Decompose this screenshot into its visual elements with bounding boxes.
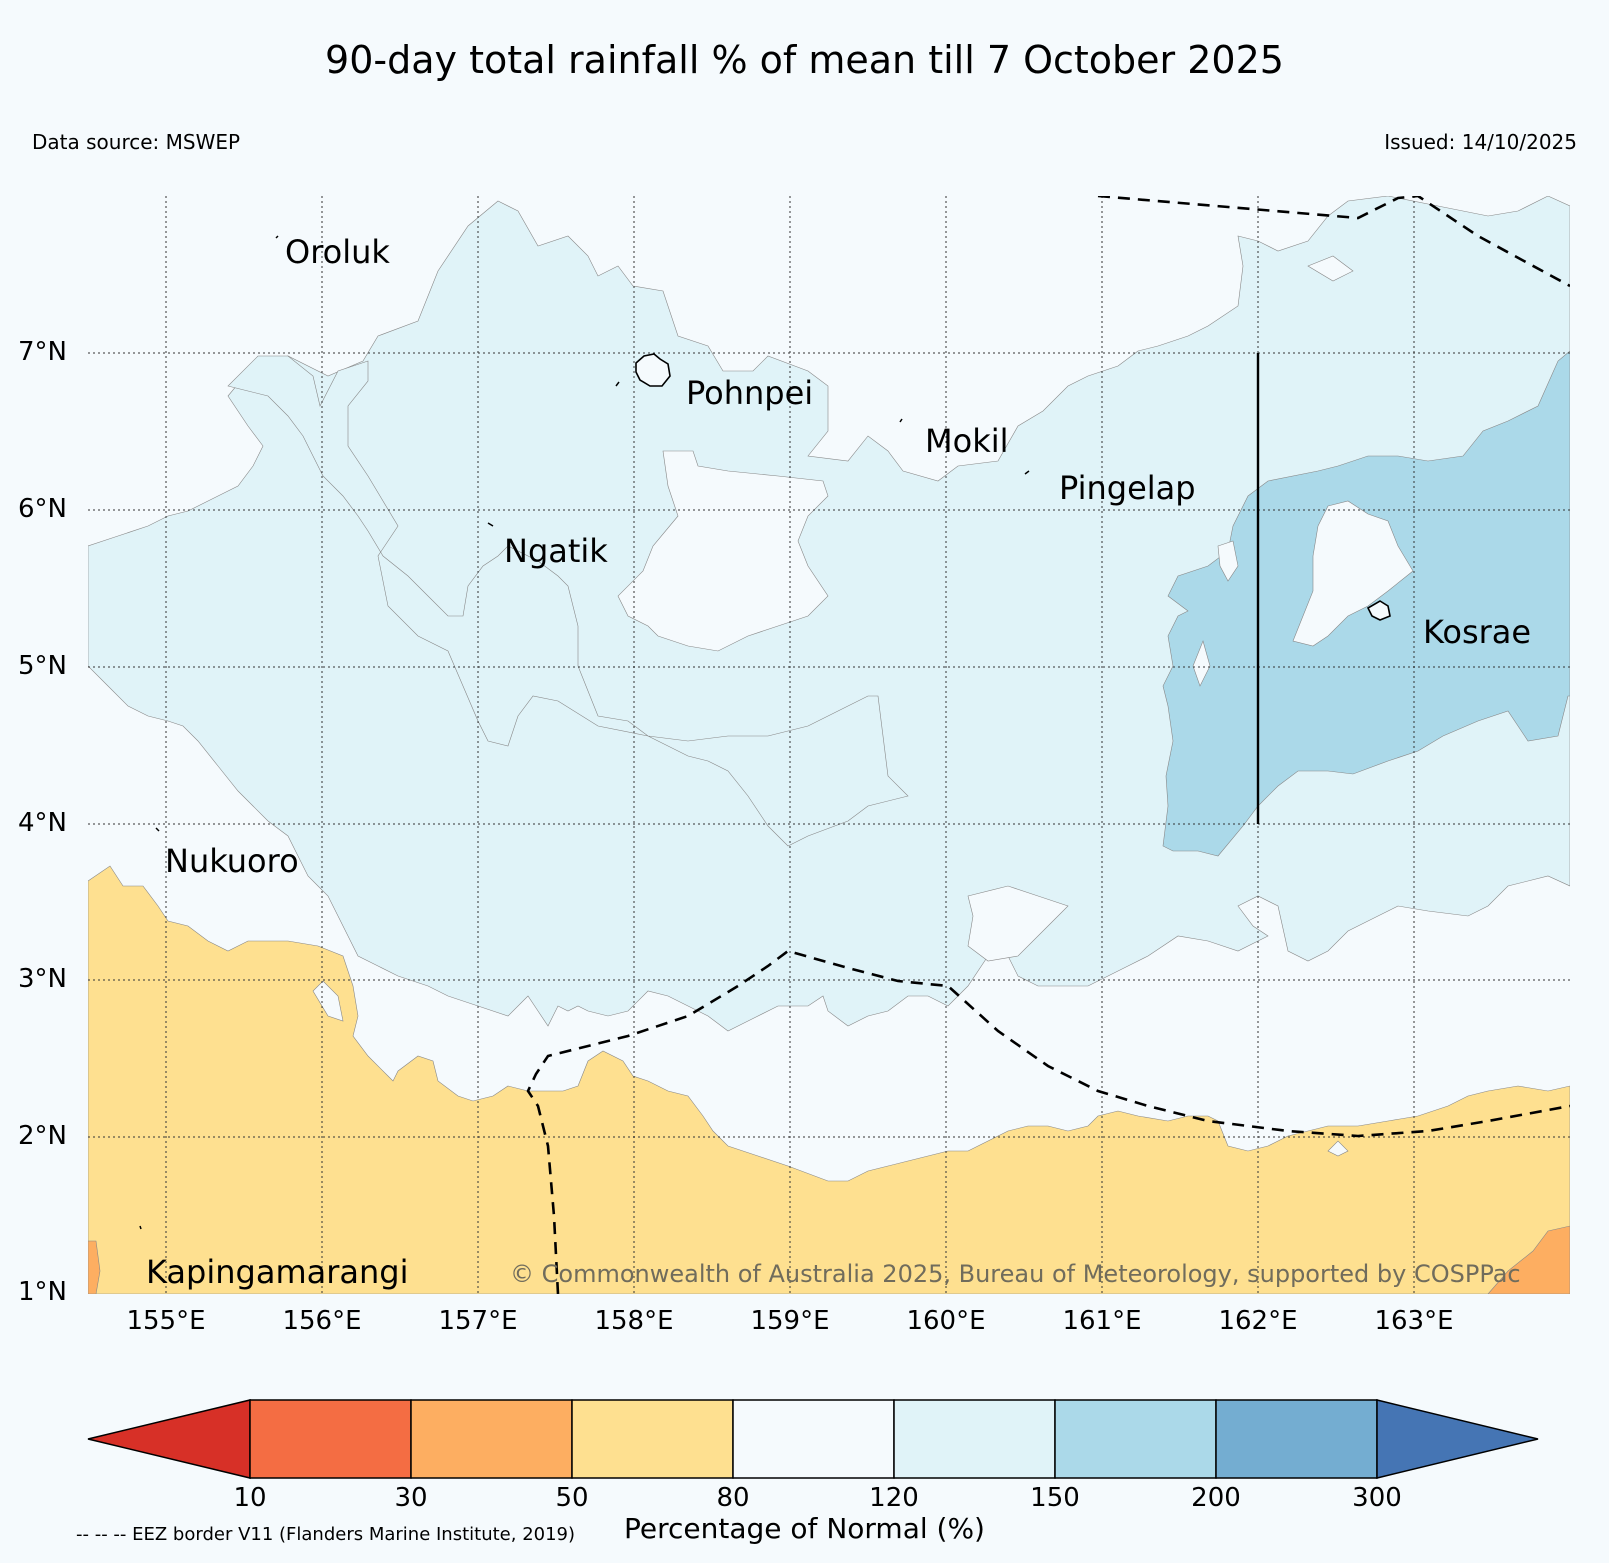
region-80-120-hole	[967, 885, 1069, 962]
lon-label: 160°E	[906, 1306, 986, 1336]
map-title: 90-day total rainfall % of mean till 7 O…	[325, 38, 1284, 82]
lon-label: 159°E	[750, 1306, 830, 1336]
colorbar-segment-30-50	[410, 1399, 573, 1479]
colorbar-segment-gt300	[1376, 1399, 1539, 1479]
lat-label: 5°N	[18, 651, 67, 681]
colorbar-tick: 80	[716, 1483, 750, 1513]
lon-label: 155°E	[126, 1306, 206, 1336]
data-source: Data source: MSWEP	[32, 130, 241, 154]
colorbar-segment-200-300	[1215, 1399, 1378, 1479]
place-label-oroluk: Oroluk	[285, 233, 390, 271]
pohnpei-island	[635, 353, 671, 387]
lat-label: 3°N	[18, 964, 67, 994]
island-marker	[615, 381, 620, 387]
place-label-nukuoro: Nukuoro	[165, 842, 299, 880]
lon-label: 157°E	[438, 1306, 518, 1336]
colorbar-segment-50-80	[571, 1399, 734, 1479]
colorbar-segment-150-200	[1054, 1399, 1217, 1479]
island-marker	[899, 418, 903, 423]
colorbar-segment-10-30	[249, 1399, 412, 1479]
lat-label: 4°N	[18, 808, 67, 838]
copyright-text: © Commonwealth of Australia 2025, Bureau…	[510, 1260, 1521, 1288]
place-label-kosrae: Kosrae	[1423, 613, 1532, 651]
region-80-120-hole	[1327, 1140, 1349, 1157]
colorbar-title: Percentage of Normal (%)	[624, 1512, 985, 1545]
island-marker	[1024, 470, 1030, 475]
issued-date: Issued: 14/10/2025	[1384, 130, 1577, 154]
colorbar-tick: 50	[555, 1483, 589, 1513]
region-80-120-hole	[1217, 540, 1239, 582]
island-marker	[487, 522, 494, 527]
region-80-120-hole	[617, 450, 829, 652]
gridlines	[88, 196, 1570, 1294]
island-marker	[139, 1225, 142, 1230]
colorbar-tick: 120	[869, 1483, 919, 1513]
colorbar-segment-120-150	[893, 1399, 1056, 1479]
region-120-150	[227, 355, 909, 847]
colorbar-segment-80-120	[732, 1399, 895, 1479]
lon-label: 162°E	[1218, 1306, 1298, 1336]
region-80-120-hole	[312, 980, 344, 1022]
rainfall-map	[88, 196, 1570, 1294]
map-panel	[88, 196, 1570, 1294]
region-30-50	[88, 1240, 101, 1294]
eez-borders	[526, 196, 1570, 1294]
lat-label: 6°N	[18, 494, 67, 524]
region-30-50	[1487, 1225, 1570, 1294]
place-label-kapingamarangi: Kapingamarangi	[146, 1253, 409, 1291]
island-marker	[155, 827, 160, 832]
colorbar-tick: 150	[1030, 1483, 1080, 1513]
lon-label: 158°E	[594, 1306, 674, 1336]
colorbar-tick: 200	[1191, 1483, 1241, 1513]
lon-label: 161°E	[1062, 1306, 1142, 1336]
colorbar	[87, 1399, 1539, 1479]
region-80-120-hole	[1192, 640, 1211, 687]
place-label-pohnpei: Pohnpei	[686, 374, 814, 412]
eez-border	[526, 949, 1570, 1294]
kosrae-island	[1366, 600, 1391, 621]
lat-label: 2°N	[18, 1121, 67, 1151]
island-marker	[275, 235, 279, 239]
eez-legend-note: -- -- -- EEZ border V11 (Flanders Marine…	[76, 1524, 576, 1545]
region-80-120-hole	[1307, 255, 1354, 282]
place-label-pingelap: Pingelap	[1059, 469, 1196, 507]
lat-label: 7°N	[18, 337, 67, 367]
place-label-ngatik: Ngatik	[504, 532, 608, 570]
lon-label: 156°E	[282, 1306, 362, 1336]
region-80-120-hole	[1292, 500, 1414, 647]
colorbar-tick: 30	[394, 1483, 428, 1513]
region-50-80	[88, 865, 1570, 1294]
colorbar-tick: 300	[1352, 1483, 1402, 1513]
place-label-mokil: Mokil	[925, 422, 1009, 460]
colorbar-tick: 10	[233, 1483, 267, 1513]
colorbar-segment-lt10	[87, 1399, 251, 1479]
lon-label: 163°E	[1374, 1306, 1454, 1336]
lat-label: 1°N	[18, 1277, 67, 1307]
